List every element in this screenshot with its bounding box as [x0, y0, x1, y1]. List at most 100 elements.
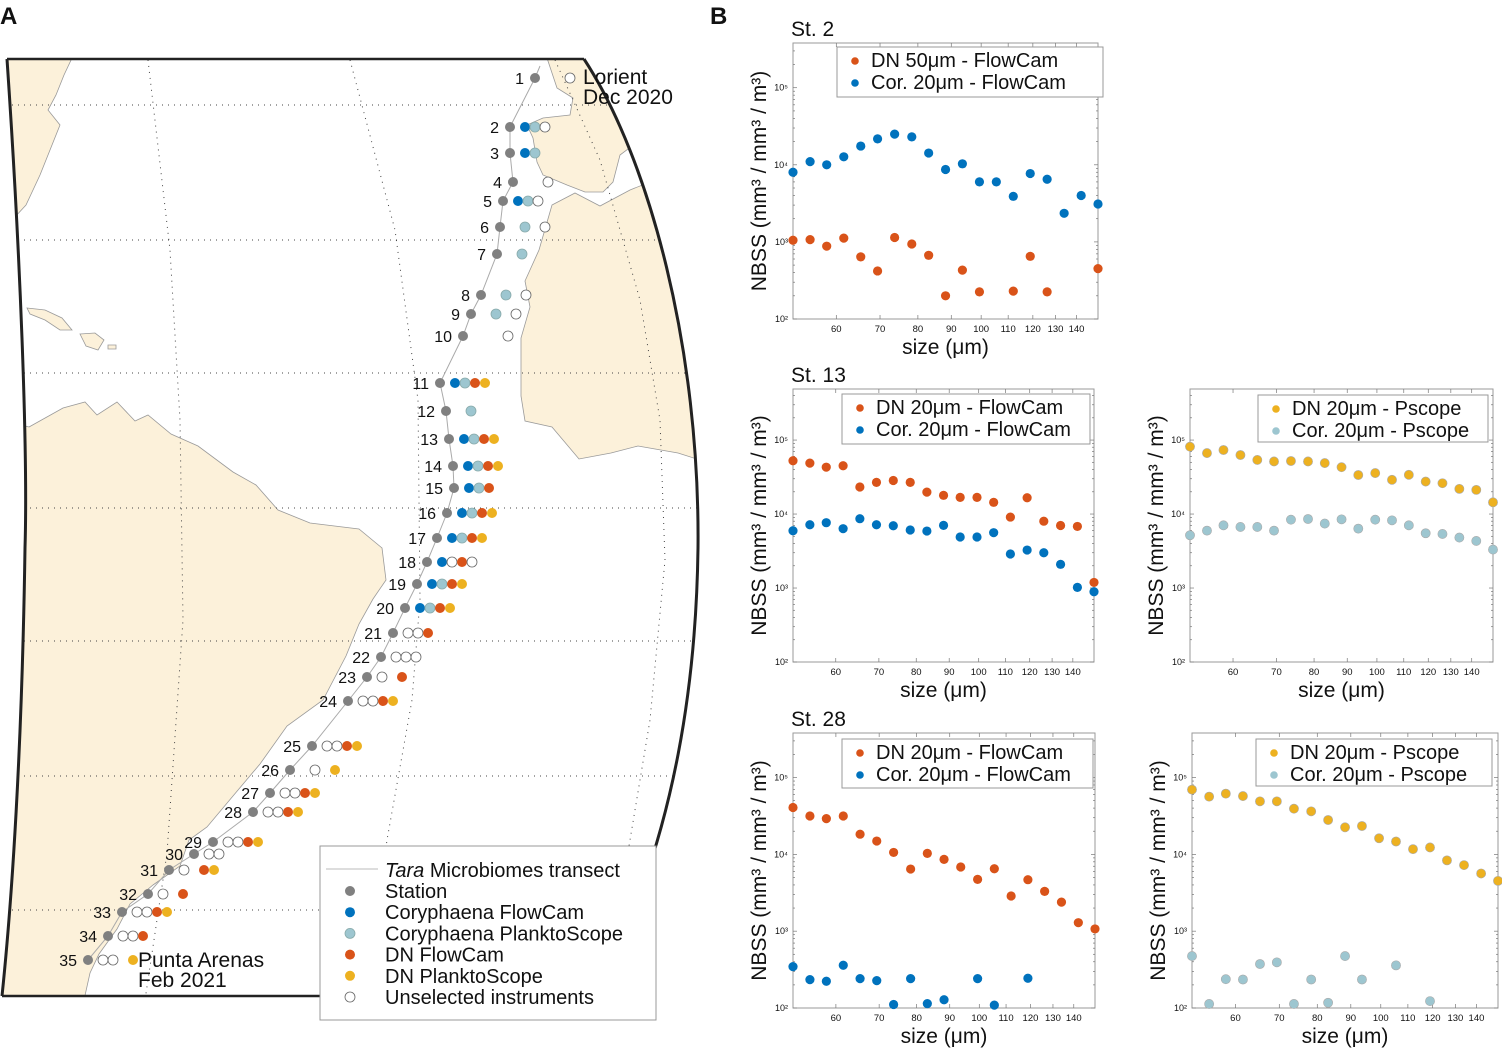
- data-point: [1022, 545, 1032, 555]
- station-marker: [508, 177, 518, 187]
- data-point: [855, 974, 865, 984]
- station-marker: [422, 557, 432, 567]
- data-point: [957, 265, 967, 275]
- instrument-dot-coryphaena-flowcam: [447, 533, 457, 543]
- x-tick-label: 110: [1001, 324, 1016, 335]
- instrument-dot-dn-flowcam: [484, 483, 494, 493]
- y-tick-label: 10³: [775, 583, 788, 593]
- station-label: 34: [79, 929, 97, 946]
- station-marker: [458, 331, 468, 341]
- series-1: [788, 129, 1103, 218]
- instrument-dot-dn-planktoscope: [330, 765, 340, 775]
- chart-4: 10² 10³ 10⁴ 10⁵ 60 70 80 90 100 110 120 130 140 size …: [1147, 732, 1502, 1048]
- x-tick-label: 70: [1274, 1013, 1285, 1024]
- station-5: 5: [483, 194, 544, 211]
- data-point: [1218, 445, 1229, 455]
- station-label: 31: [140, 863, 158, 880]
- data-point: [905, 477, 915, 487]
- series-1: [788, 960, 1033, 1010]
- station-24: 24: [319, 694, 398, 711]
- y-tick-label: 10²: [1174, 1003, 1187, 1013]
- data-point: [1303, 456, 1313, 467]
- data-point: [1238, 974, 1248, 985]
- data-point: [1187, 951, 1197, 961]
- data-point: [888, 475, 898, 486]
- data-point: [1442, 855, 1452, 866]
- data-point: [1072, 521, 1082, 532]
- data-point: [957, 159, 967, 169]
- data-point: [907, 239, 917, 249]
- unselected-dot-coryphaena-flowcam: [357, 695, 369, 707]
- x-tick-label: 120: [1023, 1013, 1039, 1024]
- data-point: [890, 232, 900, 243]
- cuba-island: [26, 307, 73, 331]
- data-point: [890, 129, 900, 139]
- data-point: [1437, 478, 1448, 489]
- station-label: 26: [261, 763, 279, 780]
- data-point: [871, 477, 882, 487]
- data-point: [872, 266, 883, 276]
- station-label: 24: [319, 694, 337, 711]
- station-label: 15: [425, 481, 443, 498]
- data-point: [871, 520, 882, 530]
- instrument-dot-coryphaena-flowcam: [520, 148, 530, 158]
- data-point: [1204, 791, 1215, 802]
- data-point: [906, 974, 916, 984]
- data-point: [1269, 456, 1279, 467]
- legend-item-label: Unselected instruments: [385, 987, 594, 1009]
- unselected-dot-dn-flowcam: [542, 176, 554, 188]
- station-marker: [435, 378, 445, 388]
- unselected-dot-coryphaena-planktoscope: [309, 764, 321, 776]
- instrument-dot-coryphaena-flowcam: [450, 378, 460, 388]
- station-35: 35: [59, 953, 138, 970]
- station-marker: [307, 741, 317, 751]
- x-tick-label: 70: [1271, 667, 1282, 678]
- station-label: 19: [388, 577, 406, 594]
- data-point: [1303, 514, 1313, 524]
- station-label: 33: [93, 905, 111, 922]
- station-marker: [530, 73, 540, 83]
- x-tick-label: 120: [1025, 324, 1041, 335]
- data-point: [838, 461, 848, 471]
- data-point: [1391, 836, 1401, 847]
- chart-title: St. 2: [791, 18, 834, 41]
- data-point: [1454, 483, 1465, 494]
- data-point: [1425, 996, 1435, 1006]
- data-point: [1093, 264, 1103, 274]
- unselected-dot-coryphaena-flowcam: [321, 740, 333, 752]
- y-axis-label: NBSS (mm³ / mm³ / m³): [748, 71, 771, 291]
- data-point: [1220, 974, 1231, 985]
- data-point: [1055, 559, 1066, 569]
- legend-transect-label: Tara Microbiomes transect: [385, 860, 620, 882]
- station-label: 32: [119, 887, 137, 904]
- instrument-dot-coryphaena-planktoscope: [468, 433, 480, 445]
- station-marker: [376, 652, 386, 662]
- data-point: [989, 1000, 999, 1010]
- station-label: 35: [59, 953, 77, 970]
- data-point: [1391, 960, 1401, 971]
- legend-item-label: DN PlanktoScope: [385, 966, 543, 988]
- instrument-dot-dn-planktoscope: [293, 807, 303, 817]
- station-27: 27: [241, 786, 320, 803]
- data-point: [805, 458, 815, 468]
- panel-b-label: B: [710, 3, 727, 30]
- nbss-charts: St. 2 10² 10³ 10⁴ 10⁵ 60 70 80 90 100 110 120 130 140…: [748, 18, 1502, 1048]
- legend-item-label: Coryphaena FlowCam: [385, 902, 584, 924]
- x-tick-label: 100: [971, 667, 987, 678]
- data-point: [805, 975, 815, 985]
- station-20: 20: [376, 601, 455, 618]
- x-tick-label: 90: [946, 324, 957, 335]
- data-point: [821, 462, 831, 472]
- instrument-dot-coryphaena-flowcam: [520, 122, 530, 132]
- hispaniola-island: [79, 332, 105, 351]
- x-tick-label: 130: [1443, 667, 1459, 678]
- x-tick-label: 70: [874, 667, 885, 678]
- data-point: [1218, 520, 1229, 531]
- instrument-dot-coryphaena-planktoscope: [519, 221, 531, 233]
- data-point: [1289, 999, 1299, 1009]
- data-point: [974, 287, 985, 297]
- data-point: [1286, 456, 1296, 466]
- chart-2: 10² 10³ 10⁴ 10⁵ 60 70 80 90 100 110 120 130 140 size …: [1145, 388, 1498, 702]
- y-tick-label: 10³: [775, 926, 788, 936]
